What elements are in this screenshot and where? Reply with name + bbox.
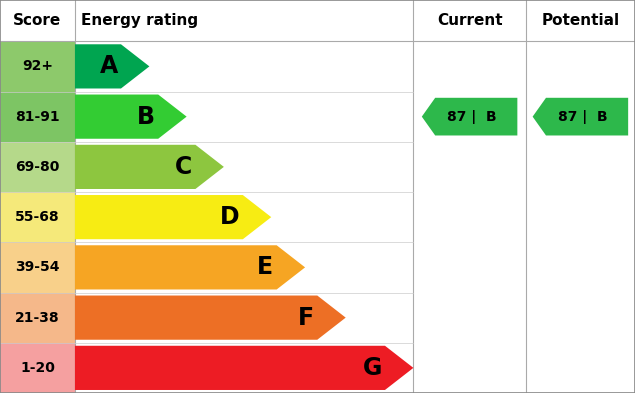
Text: G: G xyxy=(363,356,382,380)
Text: 87 |  B: 87 | B xyxy=(447,110,497,124)
Text: 92+: 92+ xyxy=(22,59,53,73)
Bar xyxy=(0,242,75,292)
Text: Score: Score xyxy=(13,13,62,28)
Text: F: F xyxy=(298,306,314,330)
Polygon shape xyxy=(75,346,413,390)
Text: Energy rating: Energy rating xyxy=(81,13,198,28)
Polygon shape xyxy=(533,98,628,136)
Text: 55-68: 55-68 xyxy=(15,210,60,224)
Bar xyxy=(0,142,75,192)
Text: C: C xyxy=(175,155,192,179)
Polygon shape xyxy=(75,245,305,290)
Text: Current: Current xyxy=(437,13,502,28)
Text: B: B xyxy=(137,105,155,129)
Text: E: E xyxy=(257,255,274,279)
Polygon shape xyxy=(75,195,271,239)
Polygon shape xyxy=(75,44,149,88)
Text: A: A xyxy=(100,54,118,78)
Bar xyxy=(0,0,635,41)
Bar xyxy=(0,292,75,343)
Polygon shape xyxy=(422,98,518,136)
Polygon shape xyxy=(75,145,224,189)
Polygon shape xyxy=(75,296,345,340)
Text: 39-54: 39-54 xyxy=(15,261,60,274)
Bar xyxy=(0,92,75,142)
Text: 69-80: 69-80 xyxy=(15,160,60,174)
Text: D: D xyxy=(220,205,239,229)
Bar xyxy=(0,192,75,242)
Text: 87 |  B: 87 | B xyxy=(558,110,608,124)
Polygon shape xyxy=(75,95,187,139)
Text: 21-38: 21-38 xyxy=(15,310,60,325)
Text: 1-20: 1-20 xyxy=(20,361,55,375)
Text: 81-91: 81-91 xyxy=(15,110,60,124)
Text: Potential: Potential xyxy=(541,13,620,28)
Bar xyxy=(0,343,75,393)
Bar xyxy=(0,41,75,92)
